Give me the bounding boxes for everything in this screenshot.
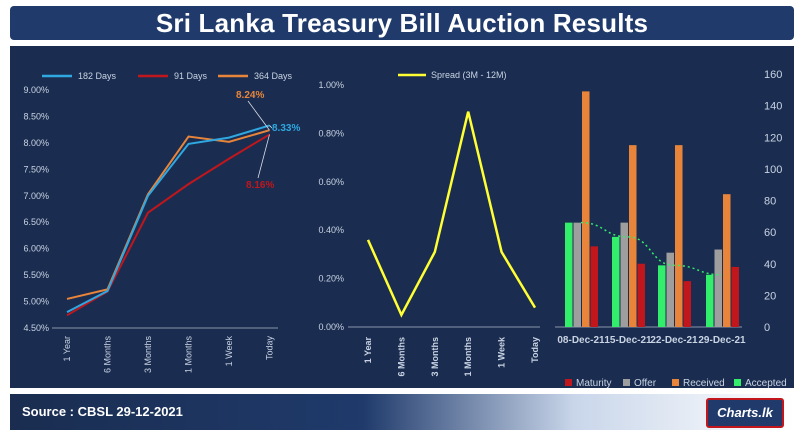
chart3-bar — [637, 263, 645, 327]
chart1-y-tick: 5.00% — [23, 297, 49, 307]
chart3-bar — [731, 266, 739, 327]
chart1-y-tick: 4.50% — [23, 323, 49, 333]
chart3-x-tick: 29-Dec-21 — [698, 335, 746, 346]
chart1-y-tick: 7.00% — [23, 191, 49, 201]
chart1-x-tick: 1 Week — [224, 336, 234, 367]
chart1-x-tick: 1 Months — [184, 336, 194, 374]
chart3-y-tick: 120 — [764, 132, 782, 144]
chart3-bar — [706, 274, 714, 327]
chart3-y-tick: 40 — [764, 259, 776, 271]
chart1-y-tick: 8.50% — [23, 111, 49, 121]
chart2-y-tick: 0.60% — [318, 177, 344, 187]
chart3-y-tick: 60 — [764, 227, 776, 239]
chart3-bar — [612, 236, 620, 327]
charts-lk-logo: Charts.lk — [706, 398, 784, 428]
chart3-legend-label: Received — [683, 378, 725, 388]
chart3-x-tick: 08-Dec-21 — [557, 335, 605, 346]
chart1-annotation-leader — [257, 134, 270, 179]
chart3-bar — [723, 194, 731, 327]
chart3-bar — [629, 145, 637, 327]
chart1-legend-label: 182 Days — [78, 71, 117, 81]
chart3-x-tick: 22-Dec-21 — [650, 335, 698, 346]
chart2-x-tick: 1 Months — [463, 337, 473, 377]
chart1-y-tick: 6.50% — [23, 217, 49, 227]
chart2-y-tick: 0.40% — [318, 225, 344, 235]
chart3-legend-swatch — [623, 379, 630, 386]
chart3-bar — [565, 222, 573, 327]
chart3-legend-label: Maturity — [576, 378, 612, 388]
chart3-trend-line — [580, 221, 723, 276]
chart3-legend-label: Accepted — [745, 378, 787, 388]
chart1-annotation: 8.16% — [246, 180, 274, 191]
chart1-x-tick: 6 Months — [103, 336, 113, 374]
chart3-bar — [675, 145, 683, 327]
chart1-annotation: 8.24% — [236, 90, 264, 101]
chart1-series-line — [66, 124, 270, 314]
source-text: Source : CBSL 29-12-2021 — [22, 404, 183, 419]
chart2-x-tick: 6 Months — [396, 337, 406, 377]
chart2-y-tick: 0.80% — [318, 128, 344, 138]
chart3-y-tick: 80 — [764, 196, 776, 208]
chart1-x-tick: Today — [265, 336, 275, 361]
chart1-annotation-leader — [269, 125, 273, 129]
chart1-legend-label: 364 Days — [254, 71, 293, 81]
chart3-bar — [714, 249, 722, 327]
chart1-annotation: 8.33% — [272, 123, 300, 134]
chart3-y-tick: 0 — [764, 322, 770, 334]
chart2-y-tick: 1.00% — [318, 80, 344, 90]
charts-canvas: 4.50% 5.00% 5.50% 6.00% 6.50% 7.00% 7.50% 8.00%… — [23, 69, 787, 388]
chart3-bar — [590, 246, 598, 327]
chart3-bar — [666, 252, 674, 327]
page-title: Sri Lanka Treasury Bill Auction Results — [155, 8, 649, 38]
chart3-bar — [573, 222, 581, 327]
chart3-bar — [620, 222, 628, 327]
chart3-y-tick: 20 — [764, 290, 776, 302]
chart3-bar — [582, 91, 590, 327]
chart1-x-tick: 1 Year — [62, 336, 72, 362]
chart1-legend-label: 91 Days — [174, 71, 208, 81]
chart2-y-tick: 0.20% — [318, 274, 344, 284]
chart1-y-tick: 9.00% — [23, 85, 49, 95]
chart3-legend-label: Offer — [634, 378, 657, 388]
chart-panel — [10, 46, 794, 388]
chart3-y-tick: 140 — [764, 101, 782, 113]
chart3-legend-swatch — [734, 379, 741, 386]
chart3-x-tick: 15-Dec-21 — [604, 335, 652, 346]
chart1-y-tick: 7.50% — [23, 164, 49, 174]
chart1-annotation-leader — [247, 100, 270, 131]
chart2-x-tick: 1 Week — [497, 336, 507, 368]
chart3-bar — [658, 265, 666, 327]
chart1-x-tick: 3 Months — [143, 336, 153, 374]
chart2-x-tick: Today — [530, 337, 540, 363]
chart1-series-line — [66, 133, 271, 317]
chart2-spread-line — [366, 111, 537, 318]
chart1-y-tick: 5.50% — [23, 270, 49, 280]
chart2-x-tick: 1 Year — [363, 337, 373, 364]
chart1-series-line — [66, 129, 270, 300]
chart3-legend-swatch — [672, 379, 679, 386]
chart2-x-tick: 3 Months — [430, 337, 440, 377]
title-bar: Sri Lanka Treasury Bill Auction Results — [10, 6, 794, 40]
chart3-bar — [683, 281, 691, 327]
chart2-legend-label: Spread (3M - 12M) — [431, 70, 507, 80]
chart3-legend-swatch — [565, 379, 572, 386]
chart3-y-tick: 160 — [764, 69, 782, 81]
chart1-y-tick: 8.00% — [23, 138, 49, 148]
chart3-y-tick: 100 — [764, 164, 782, 176]
footer-bar: Source : CBSL 29-12-2021 Charts.lk — [10, 394, 794, 430]
chart1-y-tick: 6.00% — [23, 244, 49, 254]
chart2-y-tick: 0.00% — [318, 322, 344, 332]
